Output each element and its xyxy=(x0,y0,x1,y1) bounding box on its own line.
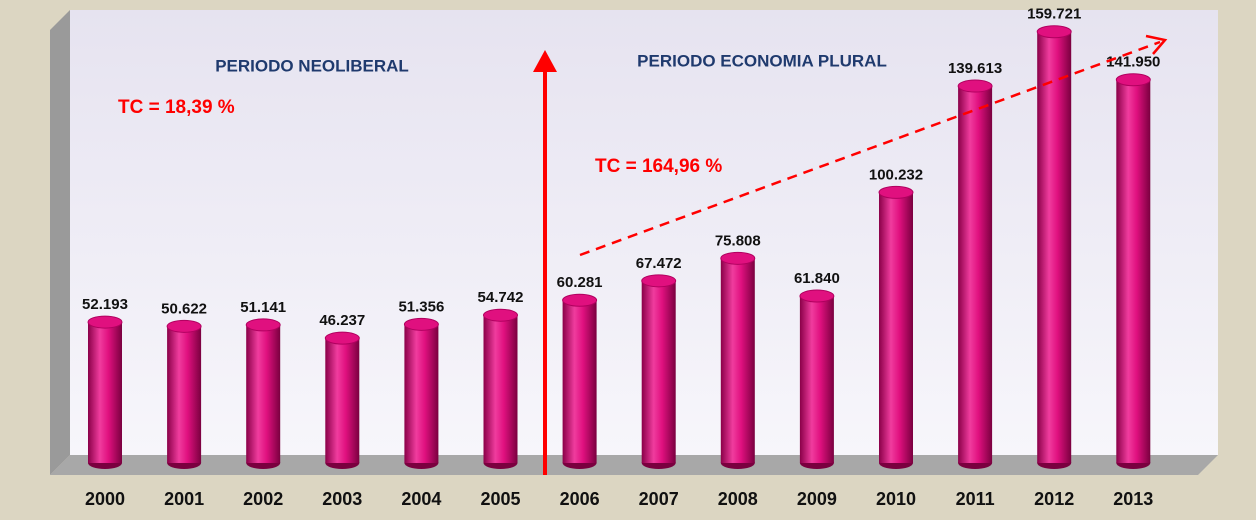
bar xyxy=(167,326,202,463)
bar xyxy=(1116,79,1151,464)
data-label: 141.950 xyxy=(1106,54,1160,71)
data-label: 51.141 xyxy=(240,299,286,316)
x-tick-label: 2003 xyxy=(322,489,362,509)
bar xyxy=(641,280,676,463)
data-label: 54.742 xyxy=(478,289,524,306)
x-tick-label: 2006 xyxy=(560,489,600,509)
data-label: 52.193 xyxy=(82,296,128,313)
data-label: 46.237 xyxy=(319,312,365,329)
bar xyxy=(325,338,360,463)
bar-top xyxy=(641,274,677,288)
x-tick-label: 2001 xyxy=(164,489,204,509)
arrow-head xyxy=(533,50,557,72)
bar-top xyxy=(878,185,914,199)
x-tick-label: 2013 xyxy=(1113,489,1153,509)
x-tick-label: 2009 xyxy=(797,489,837,509)
annotation: PERIODO ECONOMIA PLURAL xyxy=(637,51,887,70)
bar xyxy=(404,324,439,463)
bar xyxy=(720,258,755,463)
annotation: PERIODO NEOLIBERAL xyxy=(215,56,409,75)
bar-top xyxy=(483,308,518,322)
bar-top xyxy=(562,293,598,307)
bar-top xyxy=(799,289,835,303)
trend-arrow xyxy=(579,40,1161,257)
x-tick-label: 2011 xyxy=(956,489,995,509)
data-label: 100.232 xyxy=(869,166,923,183)
bar xyxy=(246,324,281,463)
x-tick-label: 2008 xyxy=(718,489,758,509)
data-label: 67.472 xyxy=(636,255,682,272)
bar-top xyxy=(245,318,281,332)
data-label: 60.281 xyxy=(557,274,603,291)
x-tick-label: 2007 xyxy=(639,489,679,509)
data-label: 159.721 xyxy=(1027,6,1081,23)
bar-top xyxy=(324,331,360,345)
bar xyxy=(483,315,518,463)
arrow-head xyxy=(1145,34,1168,55)
bar xyxy=(562,300,597,463)
bar xyxy=(958,86,993,464)
bar xyxy=(799,296,834,463)
bar xyxy=(879,192,913,463)
side-wall xyxy=(50,10,70,475)
bar xyxy=(88,322,122,463)
x-tick-label: 2000 xyxy=(85,489,125,509)
data-label: 139.613 xyxy=(948,60,1002,77)
bar-top xyxy=(403,317,439,331)
bar-top xyxy=(1036,25,1072,39)
bar-top xyxy=(166,319,202,333)
data-label: 75.808 xyxy=(715,232,761,249)
bar-top xyxy=(87,315,123,329)
x-tick-label: 2005 xyxy=(480,489,520,509)
bar-top xyxy=(957,79,993,93)
annotation: TC = 164,96 % xyxy=(595,156,722,177)
data-label: 50.622 xyxy=(161,300,207,317)
x-tick-label: 2012 xyxy=(1034,489,1074,509)
x-tick-label: 2002 xyxy=(243,489,283,509)
annotation: TC = 18,39 % xyxy=(118,97,235,118)
x-tick-label: 2004 xyxy=(401,489,441,509)
bar-top xyxy=(1115,73,1151,87)
bar-top xyxy=(720,251,756,265)
data-label: 51.356 xyxy=(398,298,444,315)
bar xyxy=(1037,31,1072,464)
x-tick-label: 2010 xyxy=(876,489,916,509)
data-label: 61.840 xyxy=(794,270,840,287)
